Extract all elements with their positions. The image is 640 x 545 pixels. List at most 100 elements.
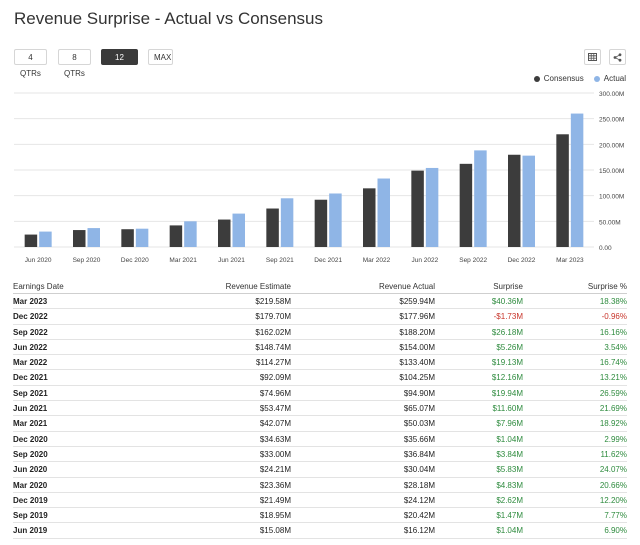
table-view-button[interactable]	[584, 49, 601, 65]
bar-consensus[interactable]	[218, 219, 231, 247]
bar-consensus[interactable]	[121, 229, 134, 247]
cell-earnings-date: Jun 2022	[13, 342, 48, 352]
header-earnings-date[interactable]: Earnings Date	[13, 282, 64, 291]
cell-revenue-estimate: $15.08M	[259, 526, 291, 536]
cell-surprise: $11.60M	[492, 404, 523, 414]
bar-actual[interactable]	[570, 113, 584, 247]
period-4-qtrs-button[interactable]: 4 QTRs	[14, 49, 47, 78]
bar-consensus[interactable]	[556, 134, 569, 247]
legend-consensus-label: Consensus	[543, 74, 584, 83]
bar-actual[interactable]	[377, 178, 391, 247]
cell-surprise: $19.94M	[491, 388, 523, 398]
table-row: Dec 2021 $92.09M $104.25M $12.16M 13.21%	[13, 370, 627, 386]
bar-consensus[interactable]	[363, 188, 376, 247]
cell-earnings-date: Mar 2021	[13, 419, 48, 429]
bar-actual[interactable]	[87, 228, 101, 247]
cell-surprise: $1.04M	[496, 526, 523, 536]
bar-consensus[interactable]	[169, 225, 183, 247]
cell-revenue-actual: $259.94M	[399, 297, 435, 306]
legend-actual-label: Actual	[603, 74, 626, 83]
table-row: Mar 2020 $23.36M $28.18M $4.83M 20.66%	[13, 478, 627, 493]
cell-surprise-pct: 20.66%	[599, 480, 627, 490]
cell-earnings-date: Sep 2020	[13, 449, 48, 459]
y-tick-label: 0.00	[599, 245, 612, 252]
bar-actual[interactable]	[39, 231, 52, 247]
cell-revenue-actual: $94.90M	[403, 388, 435, 398]
cell-surprise: $5.26M	[496, 342, 523, 352]
cell-revenue-estimate: $162.02M	[255, 327, 291, 337]
revenue-bar-chart: 0.00 50.00M 100.00M 150.00M 200.00M 250.00M 30…	[14, 91, 624, 264]
cell-revenue-estimate: $18.95M	[259, 511, 291, 521]
period-8-qtrs-button[interactable]: 8 QTRs	[58, 49, 91, 78]
legend-consensus[interactable]: Consensus	[533, 74, 584, 83]
cell-earnings-date: Sep 2019	[13, 511, 48, 521]
cell-revenue-estimate: $23.36M	[259, 480, 291, 490]
period-max-button[interactable]: MAX	[148, 49, 173, 65]
cell-revenue-actual: $28.18M	[403, 480, 435, 490]
cell-revenue-actual: $133.40M	[399, 358, 435, 368]
bar-actual[interactable]	[135, 228, 149, 247]
x-tick-label: Dec 2022	[508, 257, 536, 264]
cell-revenue-actual: $35.66M	[403, 434, 435, 444]
cell-surprise: $4.83M	[496, 480, 523, 490]
header-revenue-estimate[interactable]: Revenue Estimate	[225, 282, 291, 291]
x-tick-label: Mar 2022	[363, 257, 391, 264]
bar-consensus[interactable]	[314, 199, 328, 247]
bar-consensus[interactable]	[459, 163, 473, 247]
x-tick-label: Jun 2020	[25, 257, 52, 264]
bar-consensus[interactable]	[266, 208, 279, 247]
cell-revenue-actual: $36.84M	[403, 449, 435, 459]
cell-surprise-pct: 13.21%	[599, 373, 627, 383]
table-row: Sep 2020 $33.00M $36.84M $3.84M 11.62%	[13, 447, 627, 463]
bar-actual[interactable]	[474, 150, 487, 247]
bar-consensus[interactable]	[73, 230, 86, 247]
cell-revenue-estimate: $53.47M	[259, 404, 291, 414]
bar-actual[interactable]	[232, 213, 246, 247]
cell-surprise: $12.16M	[491, 373, 523, 383]
y-tick-label: 50.00M	[599, 219, 621, 226]
cell-surprise-pct: 3.54%	[604, 342, 627, 352]
bar-consensus[interactable]	[411, 170, 424, 247]
cell-revenue-estimate: $92.09M	[259, 373, 291, 383]
period-12-qtrs-button[interactable]: 12 QTRs	[101, 49, 138, 78]
header-surprise[interactable]: Surprise	[493, 282, 523, 291]
header-surprise-pct[interactable]: Surprise %	[587, 282, 627, 291]
x-tick-label: Dec 2021	[314, 257, 342, 264]
cell-revenue-estimate: $34.63M	[259, 434, 291, 444]
bar-consensus[interactable]	[24, 234, 38, 247]
cell-surprise: $5.83M	[496, 465, 523, 475]
page-title: Revenue Surprise - Actual vs Consensus	[14, 9, 323, 28]
bar-actual[interactable]	[522, 155, 536, 247]
cell-earnings-date: Mar 2022	[13, 358, 48, 368]
table-row: Mar 2023 $219.58M $259.94M $40.36M 18.38%	[13, 294, 627, 310]
bar-actual[interactable]	[425, 167, 439, 247]
share-button[interactable]	[609, 49, 626, 65]
cell-surprise-pct: 21.69%	[599, 404, 627, 414]
cell-earnings-date: Dec 2021	[13, 373, 48, 383]
cell-earnings-date: Jun 2019	[13, 526, 48, 536]
bar-actual[interactable]	[329, 193, 342, 247]
header-revenue-actual[interactable]: Revenue Actual	[378, 282, 435, 291]
cell-revenue-actual: $24.12M	[403, 495, 435, 505]
cell-revenue-estimate: $219.58M	[255, 297, 291, 306]
cell-surprise: $1.04M	[496, 434, 523, 444]
cell-revenue-actual: $177.96M	[399, 312, 435, 322]
table-row: Dec 2020 $34.63M $35.66M $1.04M 2.99%	[13, 432, 627, 447]
table-row: Dec 2019 $21.49M $24.12M $2.62M 12.20%	[13, 493, 627, 509]
cell-revenue-estimate: $33.00M	[259, 449, 291, 459]
bar-actual[interactable]	[184, 221, 197, 247]
bar-actual[interactable]	[280, 198, 294, 247]
x-tick-label: Mar 2021	[169, 257, 197, 264]
cell-surprise-pct: 24.07%	[599, 465, 627, 475]
x-tick-label: Dec 2020	[121, 257, 149, 264]
table-body: Mar 2023 $219.58M $259.94M $40.36M 18.38% Dec…	[13, 294, 627, 539]
cell-surprise: $26.18M	[491, 327, 523, 337]
y-tick-label: 100.00M	[599, 194, 624, 201]
cell-revenue-estimate: $148.74M	[255, 342, 291, 352]
cell-revenue-actual: $188.20M	[399, 327, 435, 337]
legend-actual[interactable]: Actual	[593, 74, 626, 83]
bar-consensus[interactable]	[508, 154, 521, 247]
cell-revenue-actual: $16.12M	[403, 526, 435, 536]
cell-earnings-date: Mar 2020	[13, 480, 48, 490]
share-icon	[613, 52, 622, 62]
